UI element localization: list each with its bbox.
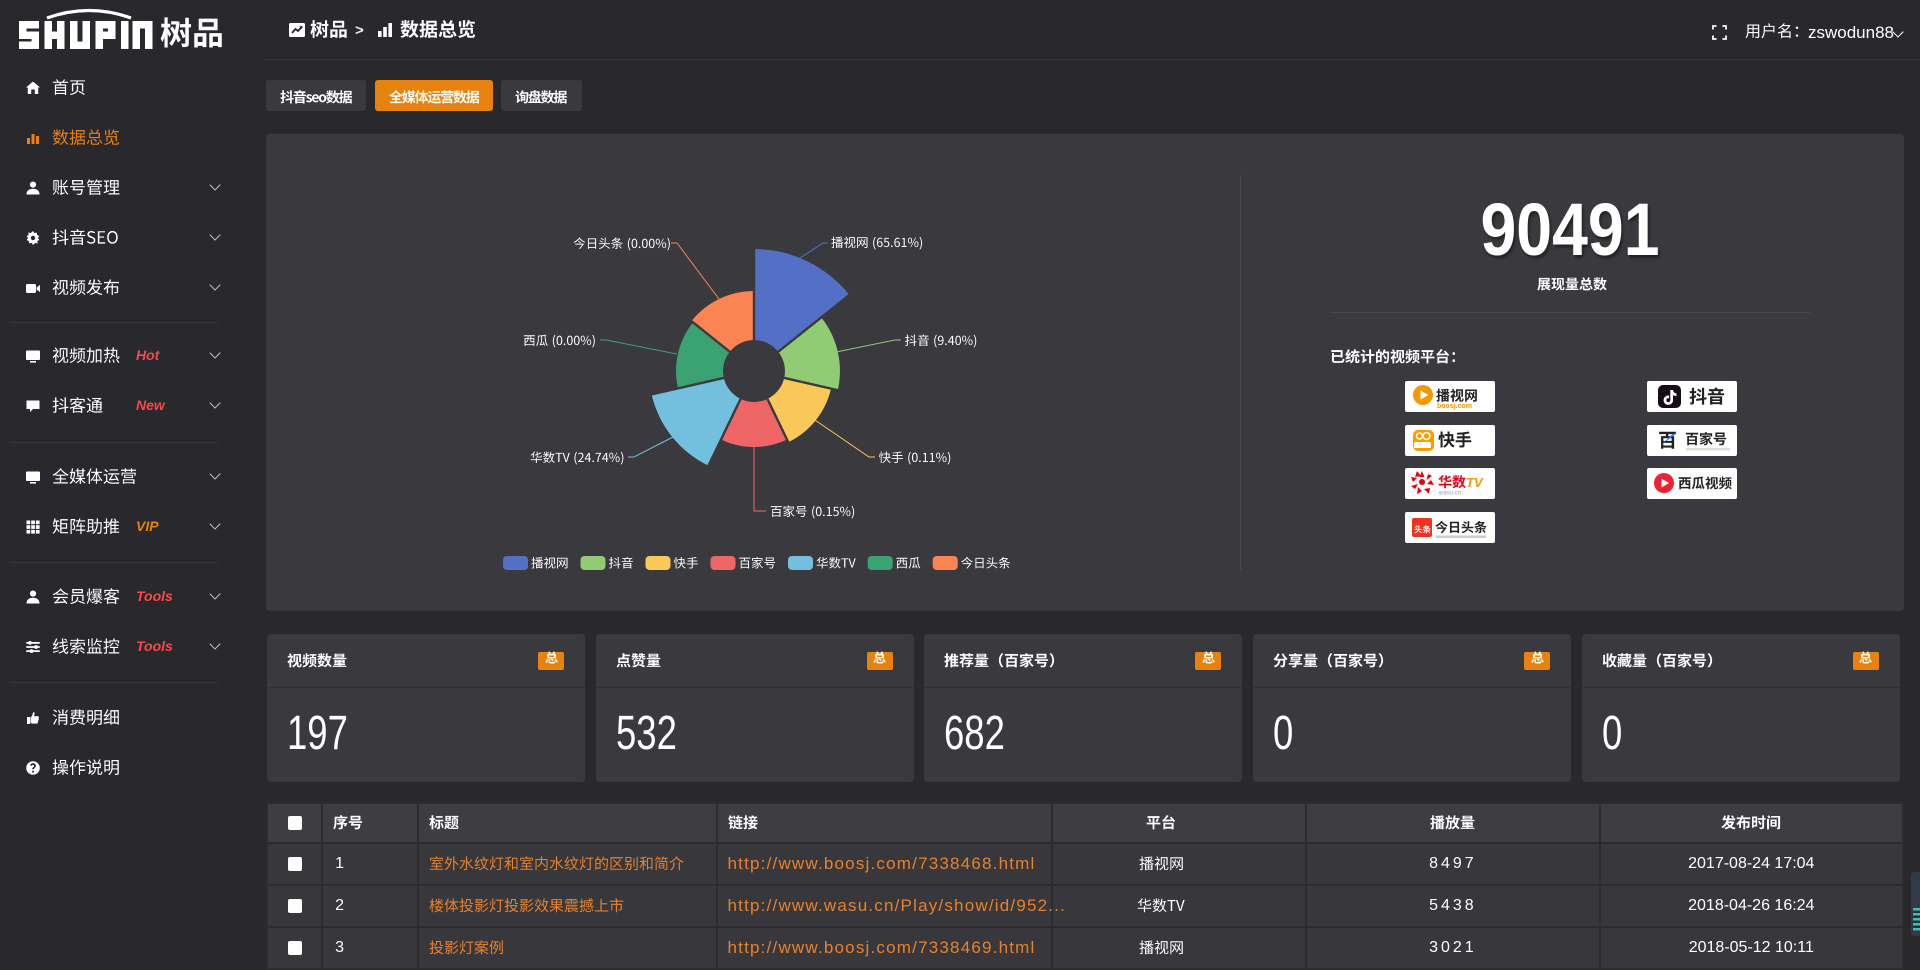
svg-text:TV: TV	[1466, 475, 1484, 490]
svg-text:boosj.com: boosj.com	[1437, 403, 1472, 410]
svg-text:wasu.cn: wasu.cn	[1438, 491, 1461, 497]
